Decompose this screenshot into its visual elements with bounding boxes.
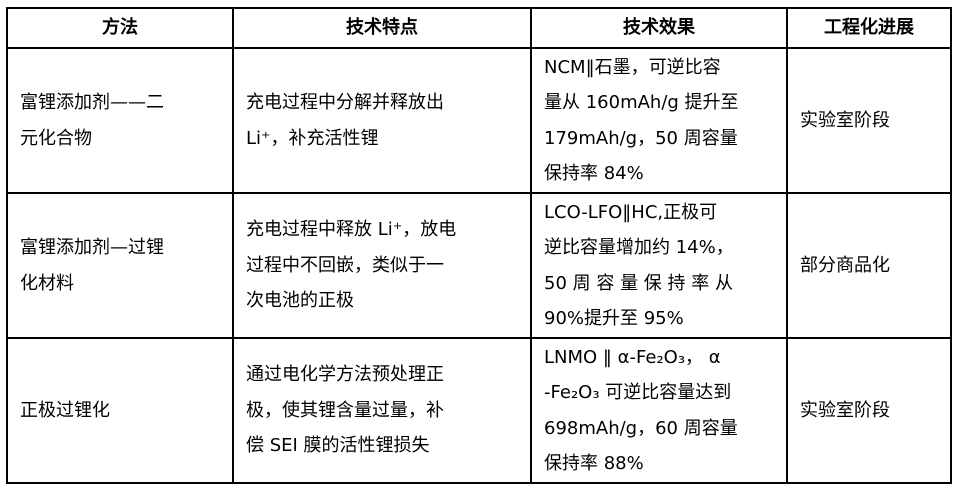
cell-text-line: 逆比容量增加约 14%， — [544, 237, 734, 258]
cell-text-line: 极，使其锂含量过量，补 — [246, 399, 444, 421]
cell-method: 正极过锂化 — [6, 337, 234, 484]
cell-text-line: 保持率 88% — [544, 453, 644, 474]
header-features: 技术特点 — [232, 7, 532, 49]
cell-text-line: 90%提升至 95% — [544, 308, 684, 329]
cell-text-line: 实验室阶段 — [800, 399, 890, 421]
table-row: 正极过锂化 通过电化学方法预处理正 极，使其锂含量过量，补偿 SEI 膜的活性锂损失… — [6, 337, 952, 484]
cell-text-line: 过程中不回嵌，类似于一 — [246, 254, 444, 276]
cell-progress: 部分商品化 — [786, 192, 952, 339]
cell-text-line: 保持率 84% — [544, 163, 644, 184]
cell-text-line: 50 周 容 量 保 持 率 从 — [544, 272, 733, 294]
cell-text-line: 179mAh/g，50 周容量 — [544, 127, 738, 149]
header-effects: 技术效果 — [530, 7, 788, 49]
table-row: 富锂添加剂—过锂 化材料 充电过程中释放 Li⁺，放电 过程中不回嵌，类似于一 次电池的… — [6, 192, 952, 339]
cell-text-line: NCM‖石墨，可逆比容 — [544, 56, 721, 78]
cell-text-line: 实验室阶段 — [800, 109, 890, 131]
cell-features: 充电过程中释放 Li⁺，放电 过程中不回嵌，类似于一 次电池的正极 — [232, 192, 532, 339]
cell-text-line: 部分商品化 — [800, 254, 890, 276]
cell-method: 富锂添加剂—过锂 化材料 — [6, 192, 234, 339]
cell-effects: LCO-LFO‖HC,正极可 逆比容量增加约 14%， 50 周 容 量 保 持 率… — [530, 192, 788, 339]
comparison-table: 方法 技术特点 技术效果 工程化进展 富锂添加剂——二 元化合物 充电过程中分解并释… — [6, 7, 952, 484]
header-row: 方法 技术特点 技术效果 工程化进展 — [6, 7, 952, 49]
cell-text-line: 元化合物 — [20, 127, 92, 149]
cell-text-line: 量从 160mAh/g 提升至 — [544, 92, 739, 113]
cell-text-line: Li⁺，补充活性锂 — [246, 127, 379, 149]
cell-progress: 实验室阶段 — [786, 47, 952, 194]
cell-method: 富锂添加剂——二 元化合物 — [6, 47, 234, 194]
cell-text-line: 通过电化学方法预处理正 — [246, 364, 444, 386]
cell-text-line: 正极过锂化 — [20, 399, 110, 421]
cell-text-line: 充电过程中分解并释放出 — [246, 92, 444, 113]
cell-text-line: 充电过程中释放 Li⁺，放电 — [246, 219, 457, 241]
cell-text-line: 偿 SEI 膜的活性锂损失 — [246, 435, 430, 457]
cell-text-line: LNMO ‖ α-Fe₂O₃， α — [544, 346, 721, 368]
cell-text-line: -Fe₂O₃ 可逆比容量达到 — [544, 382, 732, 403]
cell-features: 充电过程中分解并释放出 Li⁺，补充活性锂 — [232, 47, 532, 194]
table-row: 富锂添加剂——二 元化合物 充电过程中分解并释放出 Li⁺，补充活性锂 NCM‖石墨，可… — [6, 47, 952, 194]
cell-text-line: 富锂添加剂—过锂 — [20, 237, 164, 258]
header-method: 方法 — [6, 7, 234, 49]
cell-features: 通过电化学方法预处理正 极，使其锂含量过量，补偿 SEI 膜的活性锂损失 — [232, 337, 532, 484]
cell-text-line: 698mAh/g，60 周容量 — [544, 417, 738, 439]
cell-text-line: 化材料 — [20, 272, 74, 294]
cell-effects: LNMO ‖ α-Fe₂O₃， α -Fe₂O₃ 可逆比容量达到 698mAh/g，… — [530, 337, 788, 484]
cell-text-line: 富锂添加剂——二 — [20, 92, 164, 113]
cell-effects: NCM‖石墨，可逆比容 量从 160mAh/g 提升至 179mAh/g，50 周容… — [530, 47, 788, 194]
cell-text-line: LCO-LFO‖HC,正极可 — [544, 201, 718, 223]
header-progress: 工程化进展 — [786, 7, 952, 49]
cell-text-line: 次电池的正极 — [246, 290, 354, 312]
cell-progress: 实验室阶段 — [786, 337, 952, 484]
